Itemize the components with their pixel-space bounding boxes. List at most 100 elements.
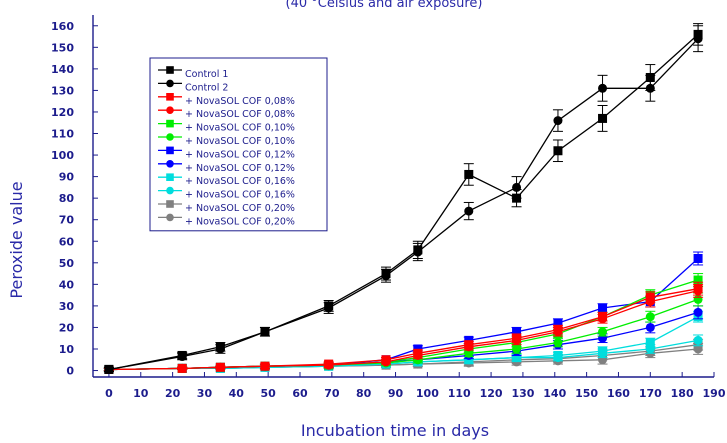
data-point [645, 72, 655, 82]
data-point [693, 335, 703, 345]
legend-item: + NovaSOL COF 0,12% [158, 146, 295, 160]
legend-label: + NovaSOL COF 0,08% [185, 109, 295, 120]
series-1 [103, 23, 704, 374]
data-point [598, 327, 608, 337]
data-point [598, 312, 608, 322]
x-tick-label: 50 [260, 387, 276, 400]
y-tick-label: 70 [59, 214, 75, 227]
y-tick-label: 120 [51, 106, 74, 119]
series-line [108, 344, 699, 371]
y-tick-label: 150 [51, 41, 74, 54]
y-tick-label: 10 [59, 343, 75, 356]
legend-box [149, 57, 328, 232]
legend-item: + NovaSOL COF 0,10% [158, 119, 295, 134]
axes: 0 10 20 30 40 50 60 70 80 90 100 110 120 130 140 150 160… [51, 15, 726, 400]
legend-label: Control 2 [185, 82, 228, 93]
x-tick-label: 180 [671, 387, 694, 400]
data-point [645, 292, 655, 302]
y-tick-label: 80 [59, 192, 75, 205]
legend-marker [166, 200, 174, 208]
y-axis-label: Peroxide value [7, 181, 26, 298]
legend: Control 1 Control 2 + NovaSOL COF 0,08% + N… [149, 57, 328, 232]
legend-item: + NovaSOL COF 0,10% [158, 133, 295, 147]
data-point [645, 322, 655, 332]
data-point [598, 346, 608, 356]
y-tick-label: 100 [51, 149, 74, 162]
legend-item: Control 2 [158, 79, 228, 93]
data-point [260, 327, 270, 337]
legend-label: + NovaSOL COF 0,10% [185, 123, 295, 134]
legend-label: + NovaSOL COF 0,16% [185, 176, 295, 187]
legend-label: + NovaSOL COF 0,16% [185, 190, 295, 201]
legend-marker [166, 146, 174, 155]
data-point [413, 245, 423, 255]
y-tick-label: 20 [59, 321, 75, 334]
x-tick-label: 160 [607, 387, 630, 400]
data-point [177, 350, 187, 360]
legend-item: + NovaSOL COF 0,12% [158, 160, 295, 174]
y-tick-label: 30 [59, 300, 75, 313]
x-tick-label: 20 [165, 387, 181, 400]
data-point [598, 83, 608, 93]
x-axis-label: Incubation time in days [301, 421, 489, 440]
x-tick-label: 100 [416, 387, 439, 400]
data-point [553, 338, 563, 348]
data-point [693, 253, 703, 263]
data-point [553, 318, 563, 328]
data-point [464, 340, 474, 350]
data-point [215, 362, 225, 372]
data-point [324, 359, 334, 369]
data-point [464, 169, 474, 179]
data-point [553, 116, 563, 126]
x-tick-label: 60 [292, 387, 308, 400]
x-tick-label: 130 [511, 387, 534, 400]
data-point [693, 307, 703, 317]
data-point [381, 269, 391, 279]
y-tick-label: 140 [51, 63, 74, 76]
x-tick-label: 40 [229, 387, 245, 400]
y-tick-label: 60 [59, 235, 75, 248]
x-tick-label: 150 [575, 387, 598, 400]
legend-marker [166, 93, 174, 101]
data-point [177, 363, 187, 373]
data-point [260, 361, 270, 371]
data-point [512, 193, 522, 203]
legend-marker [166, 106, 174, 114]
series-8 [103, 305, 704, 374]
legend-label: + NovaSOL COF 0,12% [185, 149, 295, 160]
x-tick-label: 70 [324, 387, 340, 400]
data-point [464, 206, 474, 216]
x-tick-label: 120 [480, 387, 503, 400]
legend-marker [166, 160, 174, 168]
data-point [104, 364, 114, 374]
series-6 [103, 292, 704, 374]
y-tick-label: 160 [51, 20, 74, 33]
legend-item: + NovaSOL COF 0,20% [158, 200, 295, 214]
x-tick-label: 80 [356, 387, 372, 400]
legend-label: Control 1 [185, 69, 228, 80]
legend-item: + NovaSOL COF 0,20% [158, 213, 295, 227]
legend-marker [166, 119, 174, 128]
data-point [693, 275, 703, 285]
x-tick-label: 140 [543, 387, 566, 400]
y-tick-label: 0 [66, 365, 74, 378]
legend-label: + NovaSOL COF 0,20% [185, 216, 295, 227]
data-point [413, 348, 423, 358]
y-tick-label: 90 [59, 171, 75, 184]
legend-item: + NovaSOL COF 0,08% [158, 106, 295, 120]
x-tick-label: 90 [388, 387, 404, 400]
x-tick-label: 110 [448, 387, 471, 400]
data-point [324, 301, 334, 311]
data-point [512, 327, 522, 337]
x-tick-label: 30 [197, 387, 213, 400]
legend-item: Control 1 [158, 66, 228, 80]
x-tick-label: 0 [105, 387, 113, 400]
data-point [512, 333, 522, 343]
data-point [553, 350, 563, 360]
data-point [645, 312, 655, 322]
legend-marker [166, 133, 174, 141]
x-tick-label: 190 [703, 387, 726, 400]
legend-label: + NovaSOL COF 0,12% [185, 163, 295, 174]
legend-marker [166, 173, 174, 181]
